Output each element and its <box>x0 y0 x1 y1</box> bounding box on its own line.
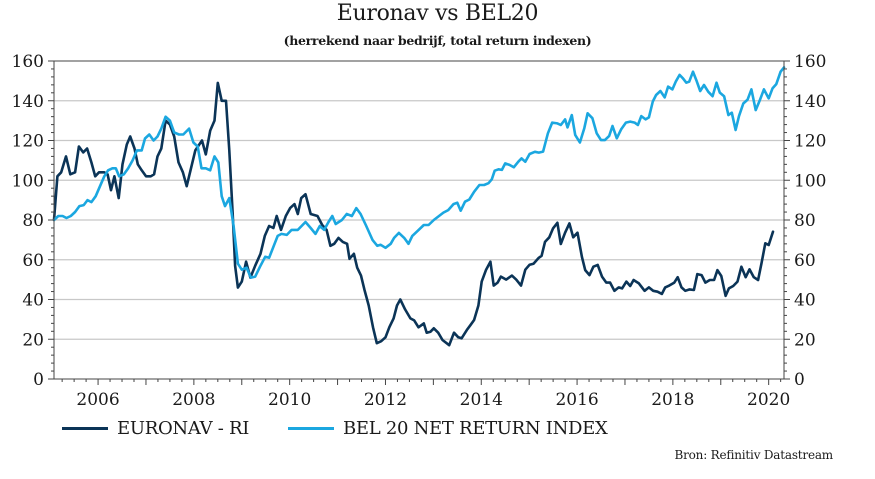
x-tick-label: 2020 <box>747 390 790 410</box>
chart-subtitle: (herrekend naar bedrijf, total return in… <box>283 33 592 48</box>
legend-label-bel20: BEL 20 NET RETURN INDEX <box>343 418 608 439</box>
y-tick-label-left: 120 <box>12 132 44 152</box>
series-line-0 <box>52 81 775 347</box>
x-tick-label: 2012 <box>364 390 407 410</box>
x-tick-label: 2016 <box>555 390 598 410</box>
y-axis-right-labels: 0 20 40 60 80 100 120 140 160 <box>794 52 826 390</box>
y-tick-label-left: 140 <box>12 92 44 112</box>
y-axis-left-labels: 0 20 40 60 80 100 120 140 160 <box>12 52 44 390</box>
y-tick-label-left: 60 <box>22 251 44 271</box>
legend-swatch-euronav <box>62 427 108 430</box>
y-tick-label-right: 100 <box>794 171 826 191</box>
y-tick-label-right: 120 <box>794 132 826 152</box>
x-tick-label: 2010 <box>268 390 311 410</box>
x-tick-label: 2006 <box>76 390 119 410</box>
y-tick-label-left: 40 <box>22 291 44 311</box>
x-tick-label: 2008 <box>172 390 215 410</box>
series-line-1 <box>52 66 786 279</box>
y-tick-label-right: 140 <box>794 92 826 112</box>
y-tick-label-left: 160 <box>12 52 44 72</box>
legend-swatch-bel20 <box>288 427 334 430</box>
y-tick-label-right: 40 <box>794 291 816 311</box>
y-tick-label-right: 80 <box>794 211 816 231</box>
source-note: Bron: Refinitiv Datastream <box>674 448 833 462</box>
x-tick-label: 2014 <box>460 390 503 410</box>
chart-title: Euronav vs BEL20 <box>336 1 539 26</box>
y-tick-label-left: 80 <box>22 211 44 231</box>
legend-item-euronav: EURONAV - RI <box>62 418 249 439</box>
y-tick-label-left: 100 <box>12 171 44 191</box>
y-tick-label-right: 160 <box>794 52 826 72</box>
ticks <box>48 60 790 385</box>
legend-item-bel20: BEL 20 NET RETURN INDEX <box>288 418 608 439</box>
y-tick-label-left: 20 <box>22 330 44 350</box>
series-lines <box>52 66 786 347</box>
y-tick-label-right: 20 <box>794 330 816 350</box>
legend-label-euronav: EURONAV - RI <box>117 418 250 439</box>
x-axis-labels: 2006 2008 2010 2012 2014 2016 2018 2020 <box>76 390 790 410</box>
y-tick-label-right: 0 <box>794 370 805 390</box>
y-tick-label-right: 60 <box>794 251 816 271</box>
y-tick-label-left: 0 <box>33 370 44 390</box>
x-tick-label: 2018 <box>651 390 694 410</box>
